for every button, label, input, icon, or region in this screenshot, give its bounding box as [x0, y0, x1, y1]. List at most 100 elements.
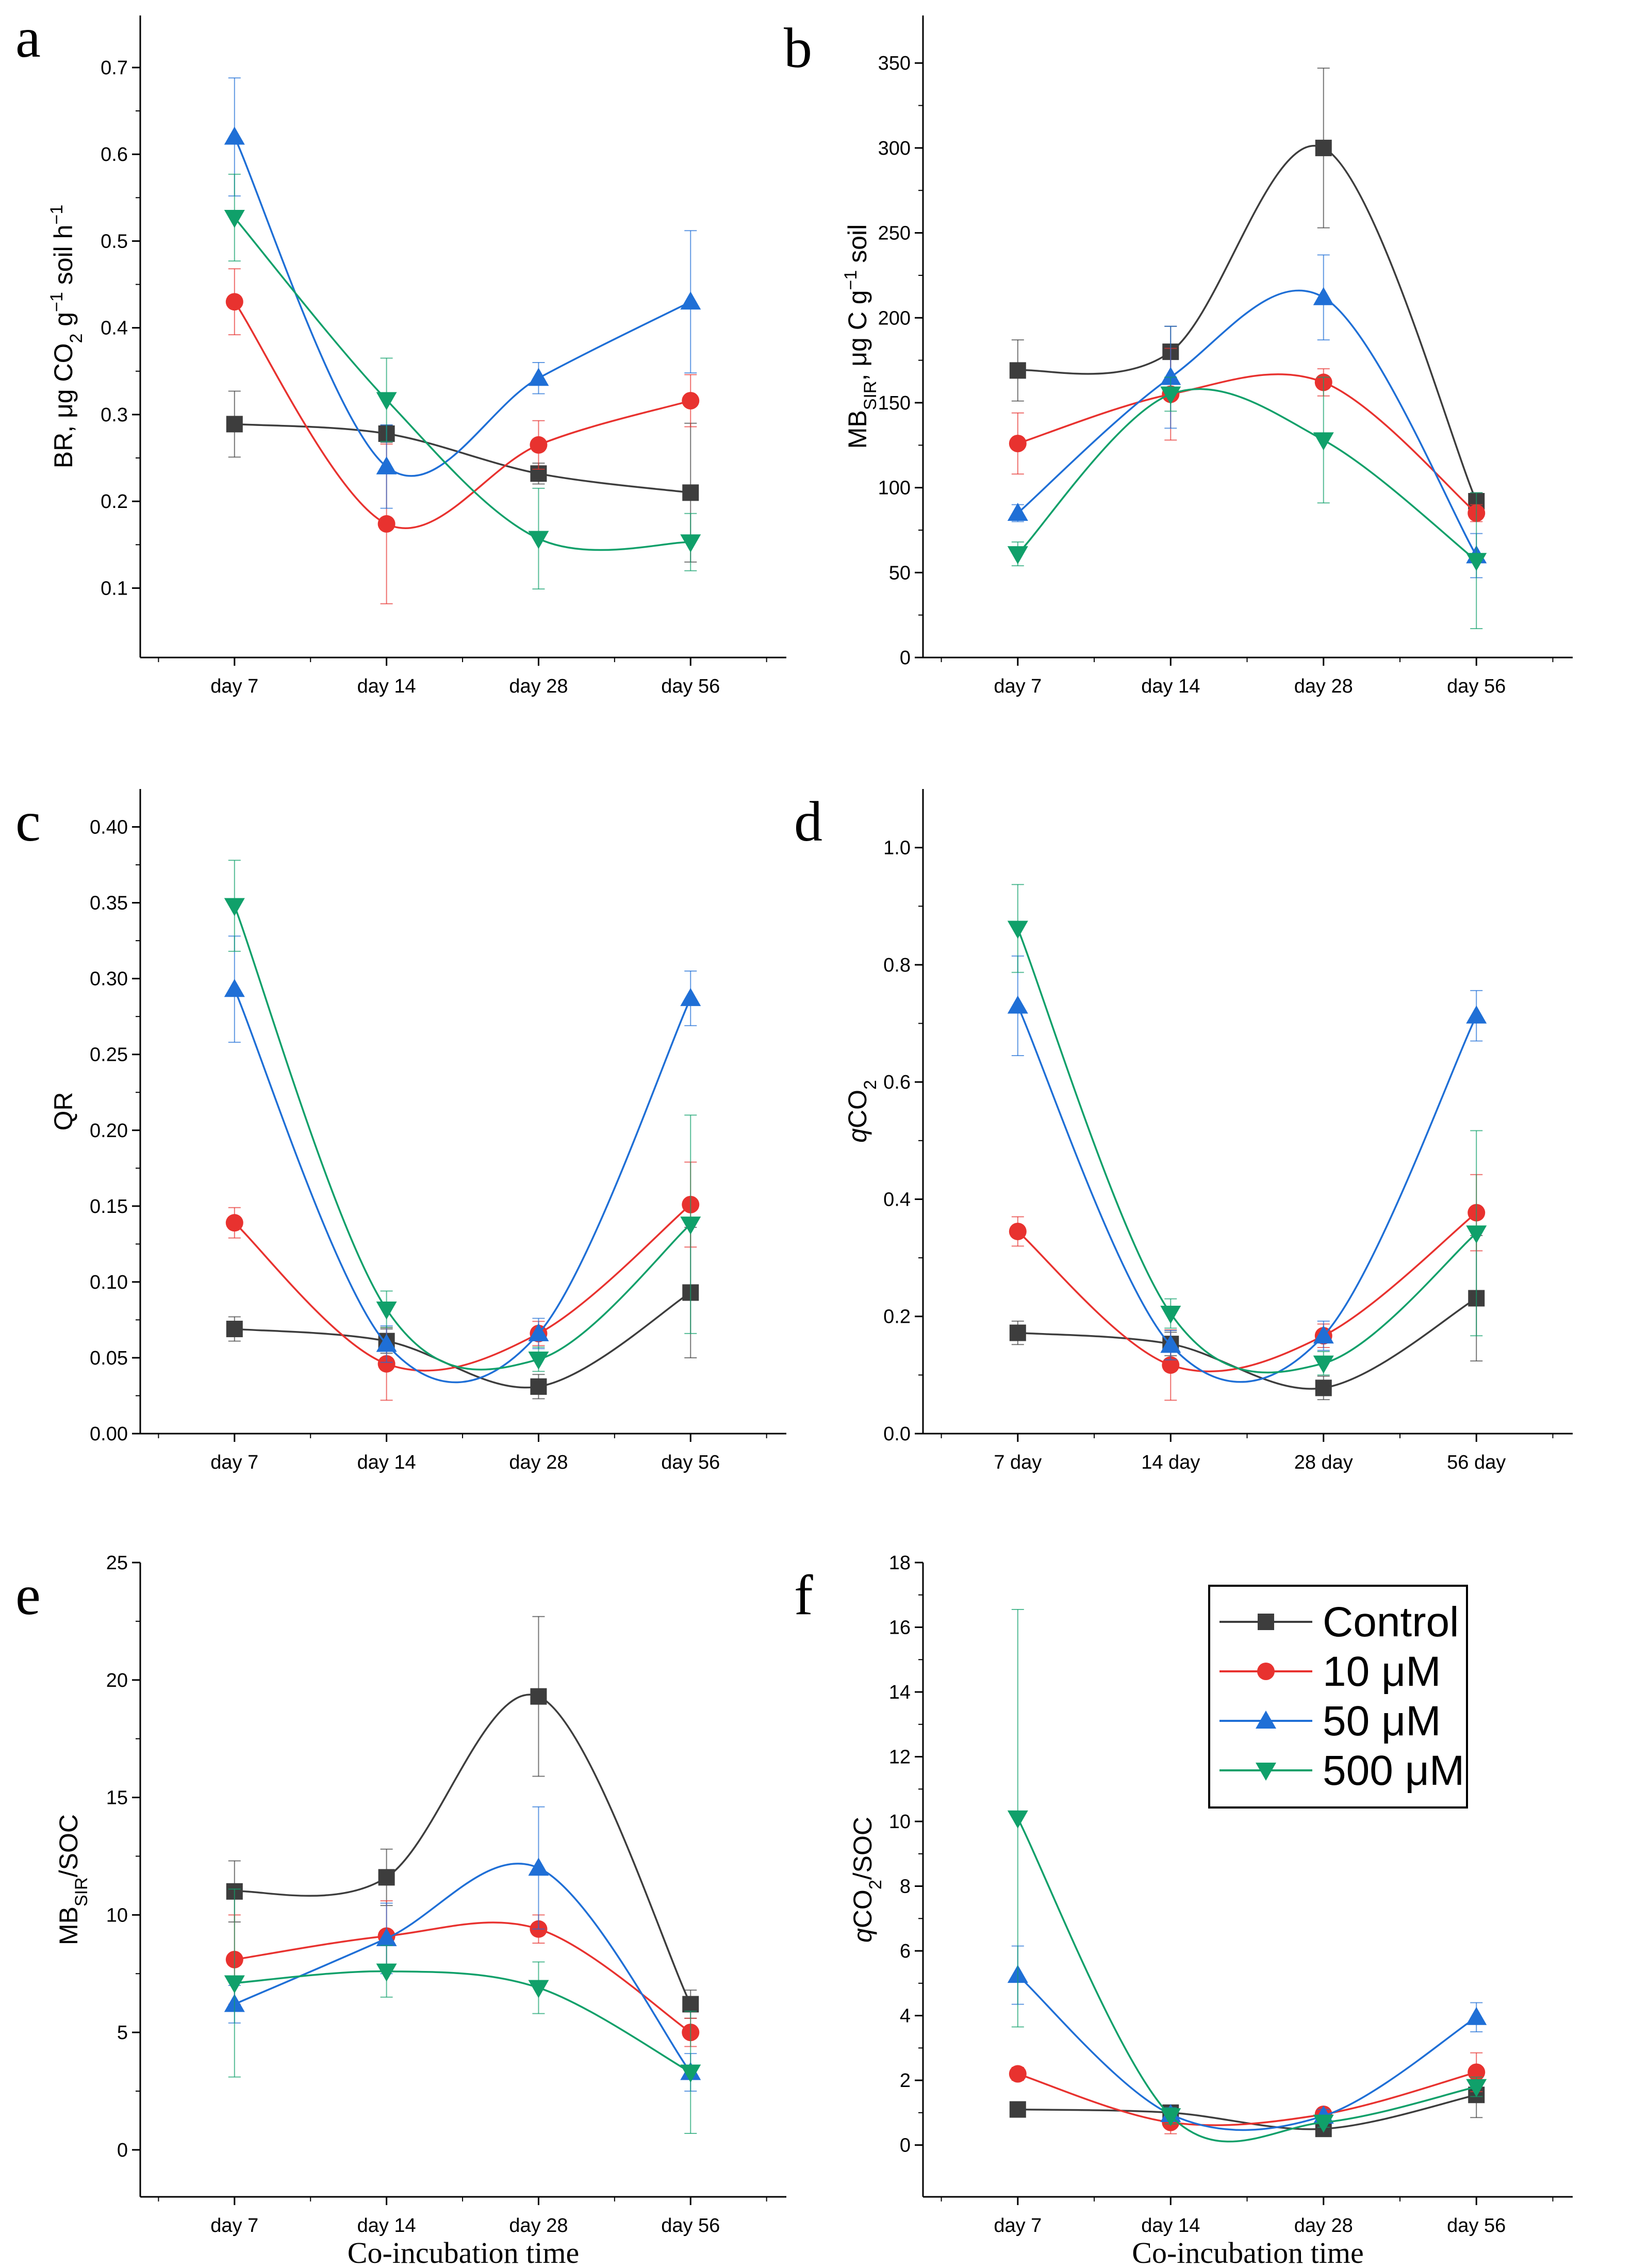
y-tick-label: 8: [900, 1876, 911, 1898]
series-500m: [1007, 376, 1487, 630]
data-point: [1160, 1306, 1181, 1324]
y-tick-label: 0.2: [101, 491, 128, 513]
data-point: [1313, 1355, 1334, 1374]
data-point: [224, 126, 245, 145]
x-tick-label: day 56: [1447, 676, 1506, 697]
series-10m: [225, 268, 700, 604]
y-axis-title-part: 2: [67, 334, 86, 343]
legend-label: 50 μM: [1323, 1698, 1441, 1745]
legend-entry: 500 μM: [1219, 1747, 1464, 1794]
data-point: [528, 368, 549, 386]
x-tick-label: day 28: [509, 2215, 568, 2237]
panel-letter: a: [15, 6, 41, 69]
series-control: [1009, 68, 1485, 511]
series-50m: [1007, 955, 1487, 1383]
y-axis-title-part: , μg C g: [843, 290, 872, 381]
y-tick-label: 0: [900, 647, 911, 669]
panel-letter: f: [794, 1564, 813, 1626]
y-axis-title-part: −1: [841, 270, 861, 290]
data-point: [1315, 139, 1332, 156]
y-tick-label: 0.40: [90, 817, 128, 839]
x-tick-label: day 28: [1294, 2215, 1353, 2237]
y-axis-title-part: SIR: [72, 1877, 91, 1907]
y-tick-label: 0.1: [101, 578, 128, 599]
x-tick-label: day 56: [661, 2215, 720, 2237]
x-tick-label: day 7: [210, 1452, 258, 1473]
data-point: [376, 1928, 397, 1946]
y-tick-label: 250: [878, 223, 911, 244]
legend-label: 500 μM: [1323, 1747, 1464, 1794]
x-tick-label: day 28: [509, 1452, 568, 1473]
x-axis-title: Co-incubation time: [348, 2236, 579, 2268]
data-point: [1162, 1356, 1180, 1374]
y-tick-label: 6: [900, 1941, 911, 1962]
y-axis-title-part: /SOC: [54, 1814, 83, 1877]
series-line: [234, 1863, 691, 2073]
y-tick-label: 15: [106, 1787, 128, 1809]
series-control: [226, 1616, 699, 2019]
data-point: [680, 988, 701, 1006]
y-axis-title-part: −1: [47, 205, 67, 225]
data-point: [376, 1301, 397, 1320]
x-tick-label: day 28: [1294, 676, 1353, 697]
y-axis-title: MBSIR, μg C g−1 soil: [841, 224, 880, 449]
y-tick-label: 300: [878, 138, 911, 159]
data-point: [1466, 1225, 1487, 1244]
y-axis-title-part: soil h: [49, 225, 78, 292]
x-tick-label: day 56: [1447, 2215, 1506, 2237]
y-tick-label: 2: [900, 2070, 911, 2092]
data-point: [226, 1321, 243, 1338]
series-10m: [1009, 2052, 1486, 2134]
y-tick-label: 10: [889, 1811, 911, 1833]
x-tick-label: day 7: [210, 676, 258, 697]
series-500m: [224, 1888, 701, 2134]
y-axis-title-part: 2: [866, 1880, 885, 1889]
x-tick-label: day 28: [509, 676, 568, 697]
y-tick-label: 5: [117, 2022, 128, 2044]
data-point: [1009, 435, 1027, 452]
series-line: [234, 989, 691, 1384]
y-axis-title: QR: [49, 1092, 78, 1131]
data-point: [528, 1351, 549, 1370]
y-axis-title-part: QR: [49, 1092, 78, 1131]
y-tick-label: 0: [900, 2135, 911, 2157]
series-line: [234, 423, 691, 494]
data-point: [530, 1688, 547, 1705]
series-500m: [224, 860, 701, 1372]
data-point: [1007, 921, 1028, 939]
legend-entry: 10 μM: [1219, 1648, 1441, 1695]
series-line: [1017, 1297, 1477, 1390]
panel-e: e 0 5 10 15 20 25 day 7 day 14 day 28 day 56 MBSIR/…: [15, 1552, 786, 2268]
series-line: [234, 1970, 691, 2074]
y-axis-title-part: CO: [843, 1090, 872, 1128]
series-500m: [224, 173, 701, 590]
y-axis-title-part: SIR: [861, 381, 880, 410]
x-tick-label: 14 day: [1141, 1452, 1200, 1473]
series-50m: [1007, 254, 1487, 579]
series-10m: [225, 1161, 700, 1401]
panel-a: a 0.1 0.2 0.3 0.4 0.5 0.6 0.7 day 7 day 14 day 28 d…: [15, 6, 786, 697]
y-axis-title-part: /SOC: [848, 1817, 877, 1880]
x-tick-label: day 7: [994, 2215, 1042, 2237]
x-tick-label: day 7: [994, 676, 1042, 697]
y-tick-label: 0.35: [90, 893, 128, 914]
x-tick-label: 28 day: [1294, 1452, 1353, 1473]
data-point: [1313, 432, 1334, 451]
y-tick-label: 20: [106, 1670, 128, 1691]
data-point: [224, 898, 245, 916]
panel-c: c 0.00 0.05 0.10 0.15 0.20 0.25 0.30 0.35 0.40 day…: [15, 789, 786, 1473]
data-point: [377, 1355, 395, 1373]
y-axis-title-part: 2: [861, 1080, 880, 1090]
y-tick-label: 150: [878, 392, 911, 414]
data-point: [1160, 367, 1181, 385]
series-line: [1017, 928, 1477, 1374]
y-axis-title-part: MB: [54, 1907, 83, 1945]
data-point: [528, 1980, 549, 1998]
data-point: [376, 1963, 397, 1982]
data-point: [1313, 287, 1334, 305]
x-tick-label: day 56: [661, 1452, 720, 1473]
data-point: [682, 484, 699, 501]
data-point: [1315, 1379, 1332, 1396]
data-point: [682, 392, 700, 409]
